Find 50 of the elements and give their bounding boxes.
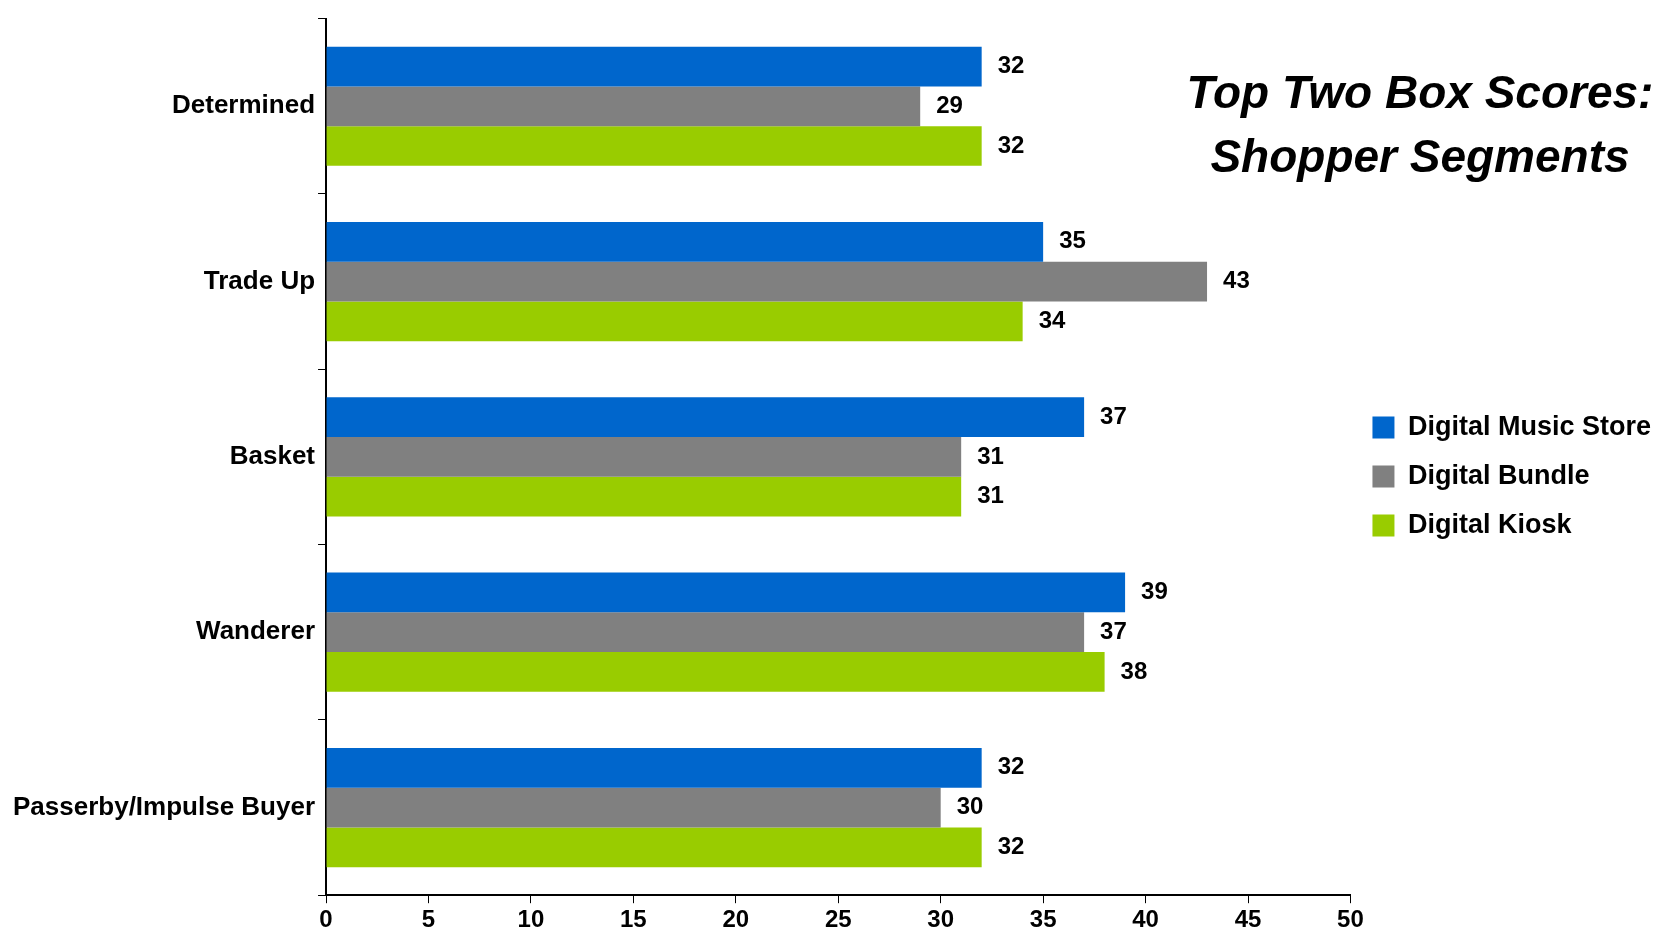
x-tick-label: 30 [927,905,955,933]
data-label: 34 [1038,305,1066,333]
bar [326,397,1085,438]
bar [326,261,1208,302]
bar [326,787,941,828]
x-tick-label: 40 [1132,905,1159,933]
data-label: 32 [997,752,1025,780]
x-tick-label: 0 [319,905,333,933]
x-tick-label: 45 [1234,905,1262,933]
bar [326,46,982,87]
bar [326,747,982,788]
y-tick-label: Wanderer [196,615,316,646]
legend-label: Digital Music Store [1407,410,1652,441]
bar [326,652,1105,692]
text: Top Two Box Scores: Shopper Segments [1186,65,1654,182]
y-tick-label: Passerby/Impulse Buyer [12,790,316,821]
bar [326,612,1085,653]
bar [326,301,1023,342]
data-label: 37 [1100,401,1127,429]
bar [326,86,921,127]
x-tick-label: 15 [620,905,647,933]
data-label: 32 [997,51,1025,79]
bar [326,437,962,477]
y-tick-label: Basket [229,440,316,471]
data-label: 39 [1141,577,1168,605]
data-label: 30 [956,792,984,820]
x-tick-label: 10 [517,905,545,933]
x-tick-label: 20 [722,905,750,933]
data-label: 31 [977,481,1004,509]
x-tick-label: 50 [1337,905,1364,933]
x-tick-label: 25 [824,905,852,933]
legend-label: Digital Bundle [1407,459,1590,490]
data-label: 29 [936,90,963,118]
legend-label: Digital Kiosk [1407,508,1573,539]
bar [326,221,1044,262]
x-tick-label: 5 [421,905,436,933]
bar [326,476,962,517]
data-label: 37 [1100,616,1127,644]
data-label: 35 [1059,226,1086,254]
data-label: 38 [1120,656,1148,684]
data-label: 32 [997,831,1025,859]
bar [326,572,1126,613]
data-label: 31 [977,441,1004,469]
data-label: 32 [997,130,1025,158]
x-tick-label: 35 [1029,905,1057,933]
data-label: 43 [1223,266,1250,294]
bar [326,827,982,868]
bar [326,126,982,166]
y-tick-label: Trade Up [203,264,316,295]
y-tick-label: Determined [171,89,316,120]
